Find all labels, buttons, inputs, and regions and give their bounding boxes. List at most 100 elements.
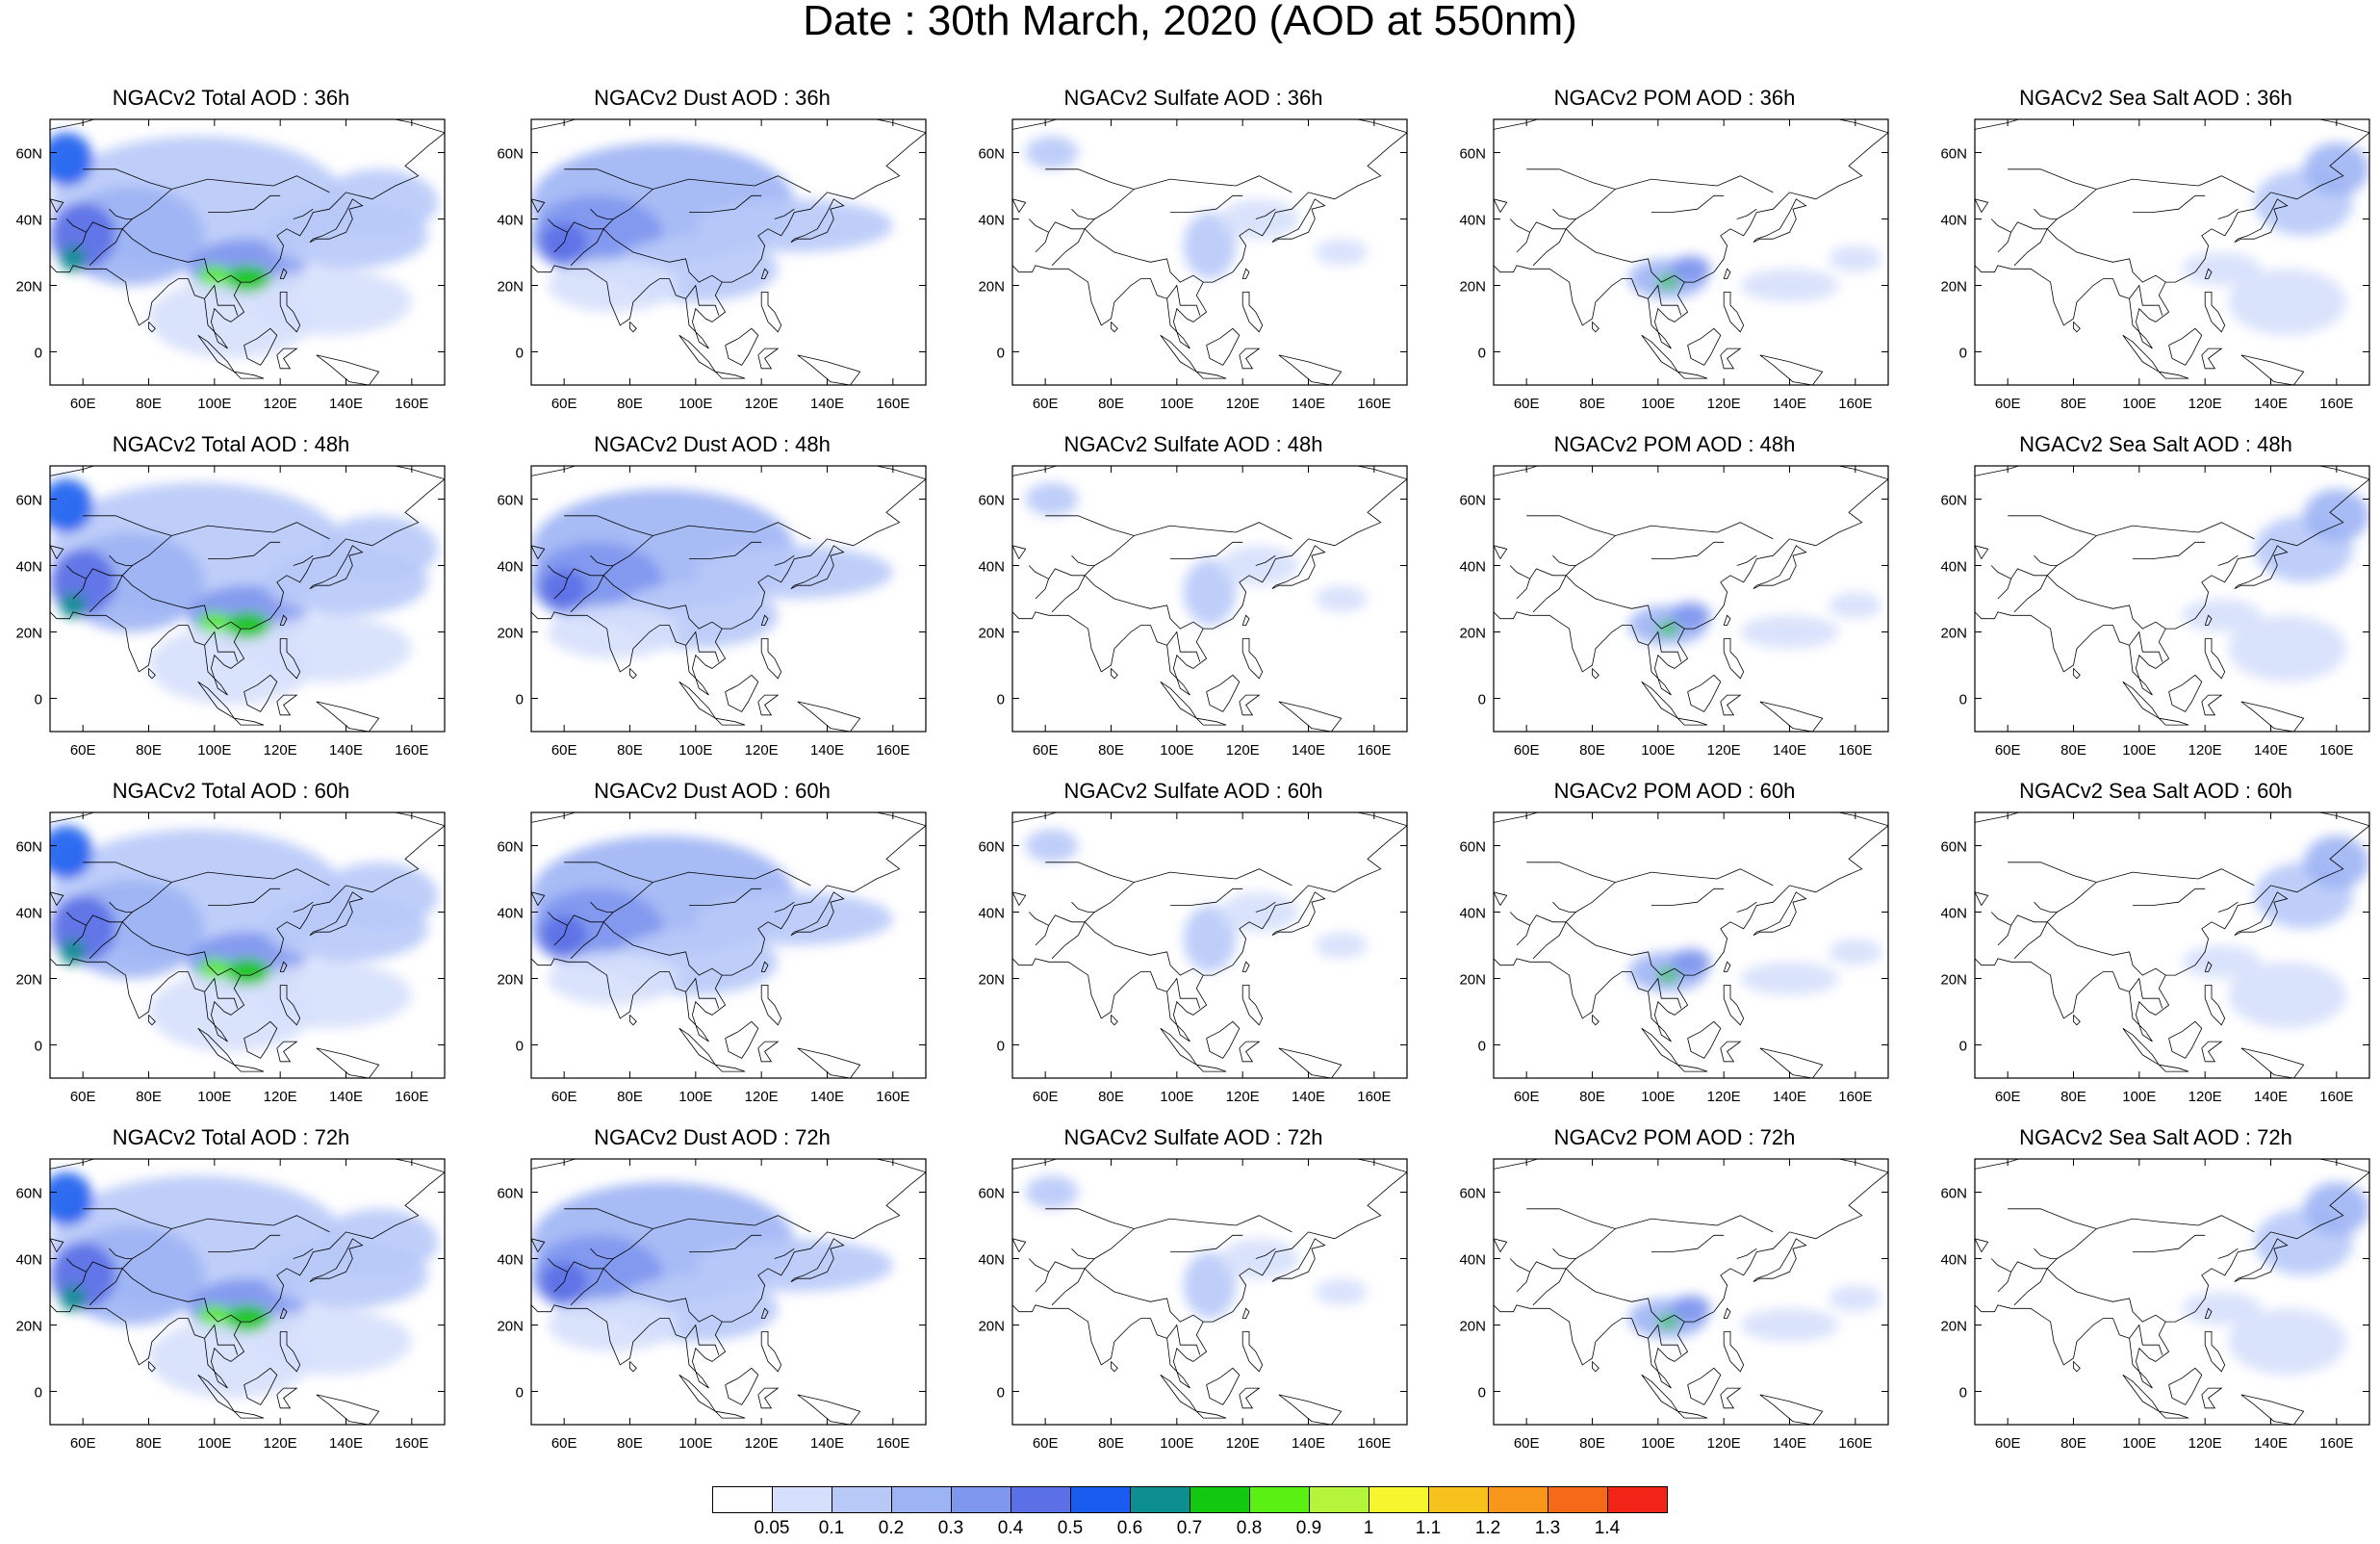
coastline [1753,1238,1807,1283]
aod-field [1012,812,1407,1078]
coastline [1160,1027,1197,1066]
aod-plume [1740,962,1839,995]
lon-tick-label: 100E [197,742,231,759]
lat-tick-label: 60N [497,839,524,856]
coastline [65,219,88,253]
coastline [2073,1361,2081,1373]
map-frame [49,1158,446,1426]
coastline [1552,901,1576,913]
coastline [1687,1020,1722,1059]
lat-tick-label: 40N [1459,213,1486,229]
coastline [2046,535,2166,630]
coastline [590,208,614,219]
lat-tick-label: 40N [1940,213,1967,229]
lon-tick-label: 100E [2122,396,2156,412]
coastline [797,354,861,385]
coastline [2073,668,2081,680]
coastline [1241,961,1250,972]
lat-tick-label: 60N [1459,493,1486,509]
coastline [50,545,64,559]
aod-map: 60N 40N 20N 0 60E 80E 100E 120E 140E 160E [1940,811,2370,1105]
coastline [204,284,239,316]
coastline [1494,119,1888,134]
coastline [531,891,546,906]
coastline [1012,466,1407,480]
coastline [1012,812,1407,827]
map-frame [530,118,927,386]
lon-tick-label: 60E [551,1089,577,1105]
coastline [1028,1258,1050,1293]
coastline [234,371,265,379]
lon-tick-label: 120E [1226,396,1260,412]
coastline [1529,1261,1567,1306]
lon-tick-label: 160E [876,742,909,759]
aod-plume [2228,962,2347,1029]
coastline [567,1261,604,1306]
colorbar-label: 1.2 [1474,1518,1501,1538]
aod-plume [50,825,93,879]
coastline [1975,891,1989,906]
map-frame [1974,1158,2370,1426]
coastline [1239,694,1261,716]
coastline [2234,545,2289,590]
coastline [774,901,795,913]
coastline [1012,545,1027,559]
coastline [1687,327,1722,366]
lon-tick-label: 140E [329,396,363,412]
coastline [760,985,782,1026]
coastline [1255,901,1276,913]
aod-map: 60N 40N 20N 0 60E 80E 100E 120E 140E 160E [1459,118,1889,412]
lat-tick-label: 0 [1959,346,1967,362]
colorbar: 0.05 0.1 0.2 0.3 0.4 0.5 0.6 0.7 0.8 0.9 1 1.1 1.2 1.… [712,1486,1669,1544]
coastline [2133,541,2206,559]
map-frame [1493,118,1889,386]
lon-tick-label: 100E [2122,1435,2156,1452]
coastline [1529,914,1567,960]
lat-tick-label: 20N [15,279,42,296]
lon-tick-label: 120E [2188,742,2222,759]
aod-field [1012,119,1407,385]
map-frame [1974,465,2370,733]
coastline [531,545,546,559]
aod-plume [1315,239,1368,266]
coastline [1278,1394,1343,1425]
lon-tick-label: 160E [1357,396,1391,412]
coastline [531,812,926,827]
coastline [629,668,637,680]
coastline [1975,466,2369,480]
map-panel: NGACv2 Dust AOD : 60h 60N 40N 20N 0 60E 80E 100… [481,780,943,1112]
lon-tick-label: 60E [1995,396,2021,412]
coastline [1723,614,1731,626]
coastline [2046,882,2166,976]
lat-tick-label: 0 [35,346,42,362]
aod-plume [197,265,231,286]
coastline [1648,977,1682,1009]
coastline [1255,1248,1276,1259]
aod-plume [1829,1285,1882,1312]
lon-tick-label: 120E [264,396,297,412]
lon-tick-label: 100E [678,742,712,759]
coastline [1012,891,1027,906]
colorbar-box [1309,1486,1369,1513]
coastline [2159,717,2189,726]
lat-tick-label: 0 [516,1385,524,1402]
map-frame [530,1158,927,1426]
coastline [1111,1015,1118,1026]
coastline [531,1171,926,1389]
lat-tick-label: 20N [1459,972,1486,989]
coastline [1641,1027,1678,1066]
coastline [567,221,604,267]
coastline [1641,334,1678,373]
coastline [760,1307,769,1319]
coastline [1648,630,1682,662]
coastline [1723,985,1745,1026]
coastline [2133,194,2206,213]
coastline [2204,1307,2213,1319]
coastline [2122,334,2160,373]
map-panel: NGACv2 POM AOD : 60h 60N 40N 20N 0 60E 80E 100E… [1444,780,1906,1112]
coastline [279,614,288,626]
coastline [1736,901,1757,913]
coastline [1170,194,1243,213]
aod-plume [1671,948,1711,976]
coastline [1271,1238,1326,1283]
